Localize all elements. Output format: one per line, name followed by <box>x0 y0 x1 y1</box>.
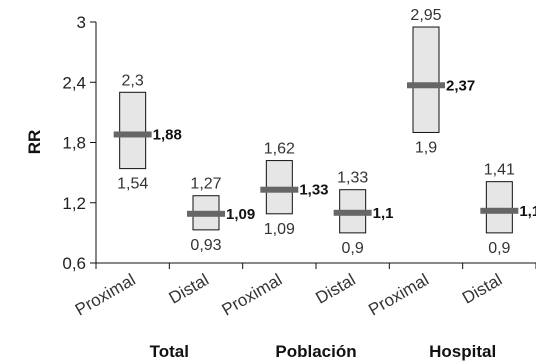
group-label: Población <box>275 342 356 361</box>
rr-marker <box>407 82 445 89</box>
rr-value-label: 1,1 <box>373 205 394 222</box>
rr-marker <box>333 209 372 216</box>
rr-value-label: 2,37 <box>446 77 475 94</box>
ci-low-label: 0,9 <box>342 240 364 257</box>
category-label: Distal <box>166 270 212 308</box>
ci-low-label: 1,9 <box>415 139 437 156</box>
y-tick-label: 1,2 <box>62 194 86 213</box>
rr-value-label: 1,12 <box>519 203 536 220</box>
ci-low-label: 0,93 <box>190 237 221 254</box>
category-label: Proximal <box>219 270 286 320</box>
x-axis-labels: Proximal Distal Proximal Distal Proximal Dist… <box>72 270 505 361</box>
category-label: Distal <box>459 270 505 308</box>
ci-high-label: 1,33 <box>337 170 368 187</box>
rr-marker <box>260 186 299 193</box>
ci-high-label: 1,27 <box>190 176 221 193</box>
group-label: Total <box>150 342 189 361</box>
ci-low-label: 0,9 <box>488 240 510 257</box>
ci-high-label: 2,3 <box>122 72 144 89</box>
ci-box <box>412 26 440 133</box>
ci-low-label: 1,54 <box>117 176 148 193</box>
rr-value-label: 1,33 <box>299 182 328 199</box>
axes: 0,6 1,2 1,8 2,4 3 <box>62 13 536 273</box>
rr-marker <box>187 210 225 217</box>
rr-marker <box>480 207 519 214</box>
ci-high-label: 2,95 <box>410 7 441 24</box>
rr-value-label: 1,88 <box>153 126 182 143</box>
ci-low-label: 1,09 <box>264 221 295 238</box>
chart-marks: 2,3 1,54 1,88 1,27 0,93 1,09 1,62 1,09 1,33 1,33 0… <box>113 7 536 257</box>
rr-marker <box>113 131 152 138</box>
y-tick-label: 0,6 <box>62 254 86 273</box>
ci-box <box>119 91 147 170</box>
ci-high-label: 1,41 <box>484 162 515 179</box>
y-tick-label: 1,8 <box>62 134 86 153</box>
group-label: Hospital <box>429 342 496 361</box>
rr-value-label: 1,09 <box>226 206 255 223</box>
ci-box <box>485 181 513 234</box>
ci-high-label: 1,62 <box>264 141 295 158</box>
category-label: Distal <box>312 270 358 308</box>
y-axis-label: RR <box>25 130 44 155</box>
category-label: Proximal <box>365 270 432 320</box>
y-tick-label: 2,4 <box>62 73 86 92</box>
category-label: Proximal <box>72 270 139 320</box>
y-tick-label: 3 <box>77 13 86 32</box>
